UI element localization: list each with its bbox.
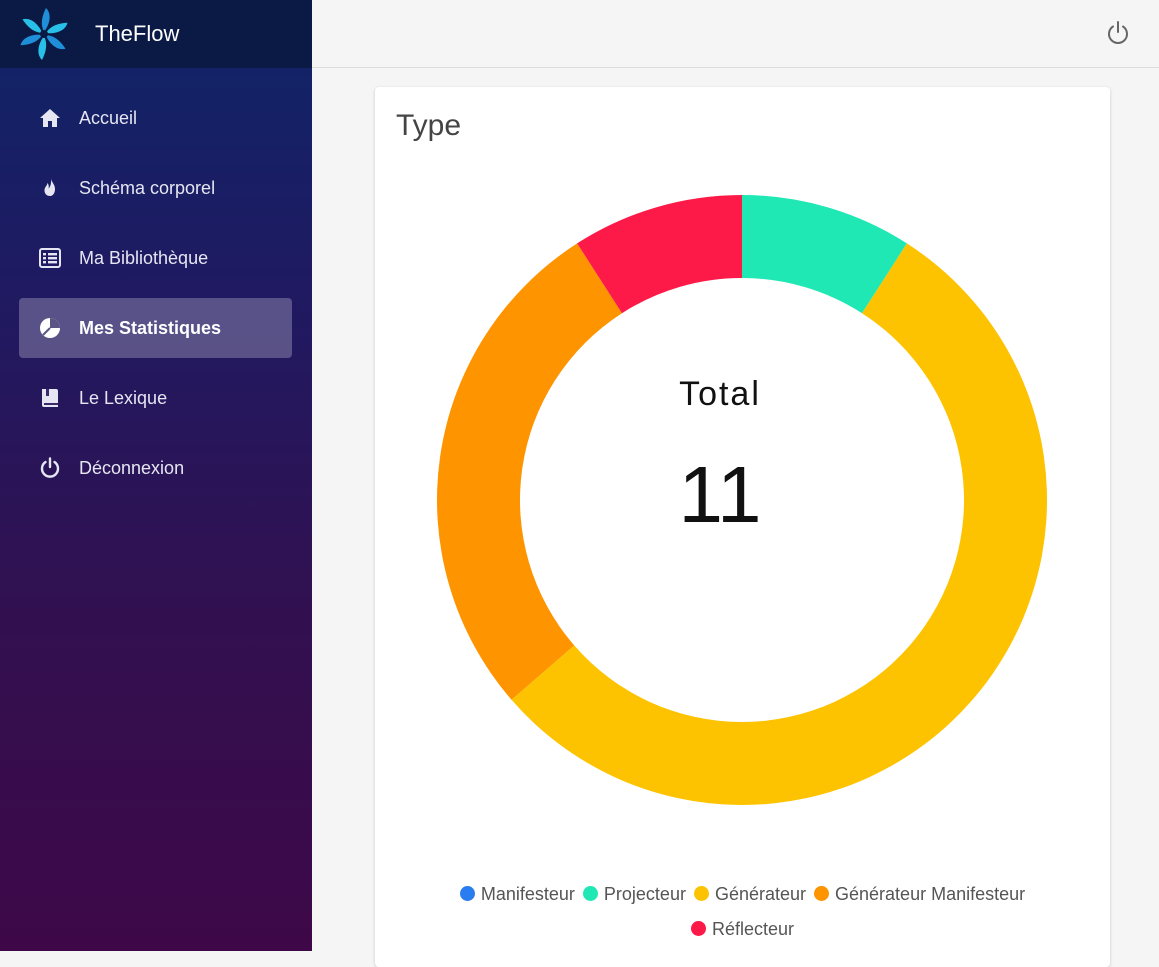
legend-color-dot	[582, 886, 598, 901]
book-icon	[42, 389, 58, 407]
sidebar-item-deconnexion[interactable]: Déconnexion	[19, 438, 292, 498]
legend-item[interactable]: Générateur Manifesteur	[814, 877, 1025, 912]
sidebar-item-mes-statistiques[interactable]: Mes Statistiques	[19, 298, 292, 358]
power-icon	[40, 457, 60, 478]
legend-item[interactable]: Projecteur	[582, 877, 686, 912]
legend-label: Réflecteur	[711, 919, 795, 939]
chart-card: Type Total 11 Manifesteur Projecteur Génér…	[375, 87, 1110, 967]
legend-color-dot	[814, 886, 830, 901]
legend-color-dot	[693, 886, 709, 901]
legend-color-dot	[690, 921, 706, 936]
sidebar-item-accueil[interactable]: Accueil	[19, 88, 292, 148]
sidebar-item-label: Le Lexique	[79, 388, 168, 408]
sidebar-item-label: Déconnexion	[79, 458, 185, 478]
donut-slice-g-n-rateur-manifesteur[interactable]	[437, 243, 622, 700]
power-icon[interactable]	[1105, 20, 1131, 46]
sidebar-item-label: Mes Statistiques	[79, 318, 222, 338]
card-title: Type	[396, 109, 462, 142]
legend-label: Manifesteur	[480, 884, 575, 904]
donut-chart: Total 11	[437, 195, 1048, 806]
legend-item[interactable]: Réflecteur	[690, 912, 795, 947]
donut-slice-r-flecteur[interactable]	[577, 195, 742, 314]
legend-label: Générateur	[714, 884, 807, 904]
flower-logo-icon	[20, 8, 68, 60]
home-icon	[40, 109, 60, 127]
legend-item[interactable]: Générateur	[693, 877, 807, 912]
legend-row: Réflecteur	[375, 912, 1110, 947]
legend-label: Générateur Manifesteur	[835, 884, 1026, 904]
legend-color-dot	[459, 886, 475, 901]
app-name: TheFlow	[95, 21, 180, 46]
sidebar-item-label: Ma Bibliothèque	[79, 248, 209, 268]
sidebar-item-label: Schéma corporel	[79, 178, 216, 198]
sidebar: TheFlow Accueil Schéma corporel Ma Bibli…	[0, 0, 312, 951]
donut-slices	[437, 195, 1048, 806]
top-bar	[312, 0, 1159, 68]
legend-item[interactable]: Manifesteur	[459, 877, 575, 912]
donut-slice-projecteur[interactable]	[742, 195, 907, 314]
sidebar-item-schema-corporel[interactable]: Schéma corporel	[19, 158, 292, 218]
donut-center-value: 11	[678, 450, 761, 539]
flame-icon	[44, 178, 55, 196]
donut-slice-g-n-rateur[interactable]	[511, 243, 1048, 806]
list-icon	[39, 248, 61, 268]
sidebar-item-ma-bibliotheque[interactable]: Ma Bibliothèque	[19, 228, 292, 288]
sidebar-item-label: Accueil	[79, 108, 138, 128]
legend-label: Projecteur	[603, 884, 686, 904]
pie-chart-icon	[40, 318, 60, 338]
donut-center-label: Total	[679, 375, 761, 413]
chart-legend: Manifesteur Projecteur Générateur Générateu…	[375, 877, 1110, 947]
legend-row: Manifesteur Projecteur Générateur Générateu…	[375, 877, 1110, 912]
brand-header: TheFlow	[0, 0, 312, 68]
sidebar-item-le-lexique[interactable]: Le Lexique	[19, 368, 292, 428]
